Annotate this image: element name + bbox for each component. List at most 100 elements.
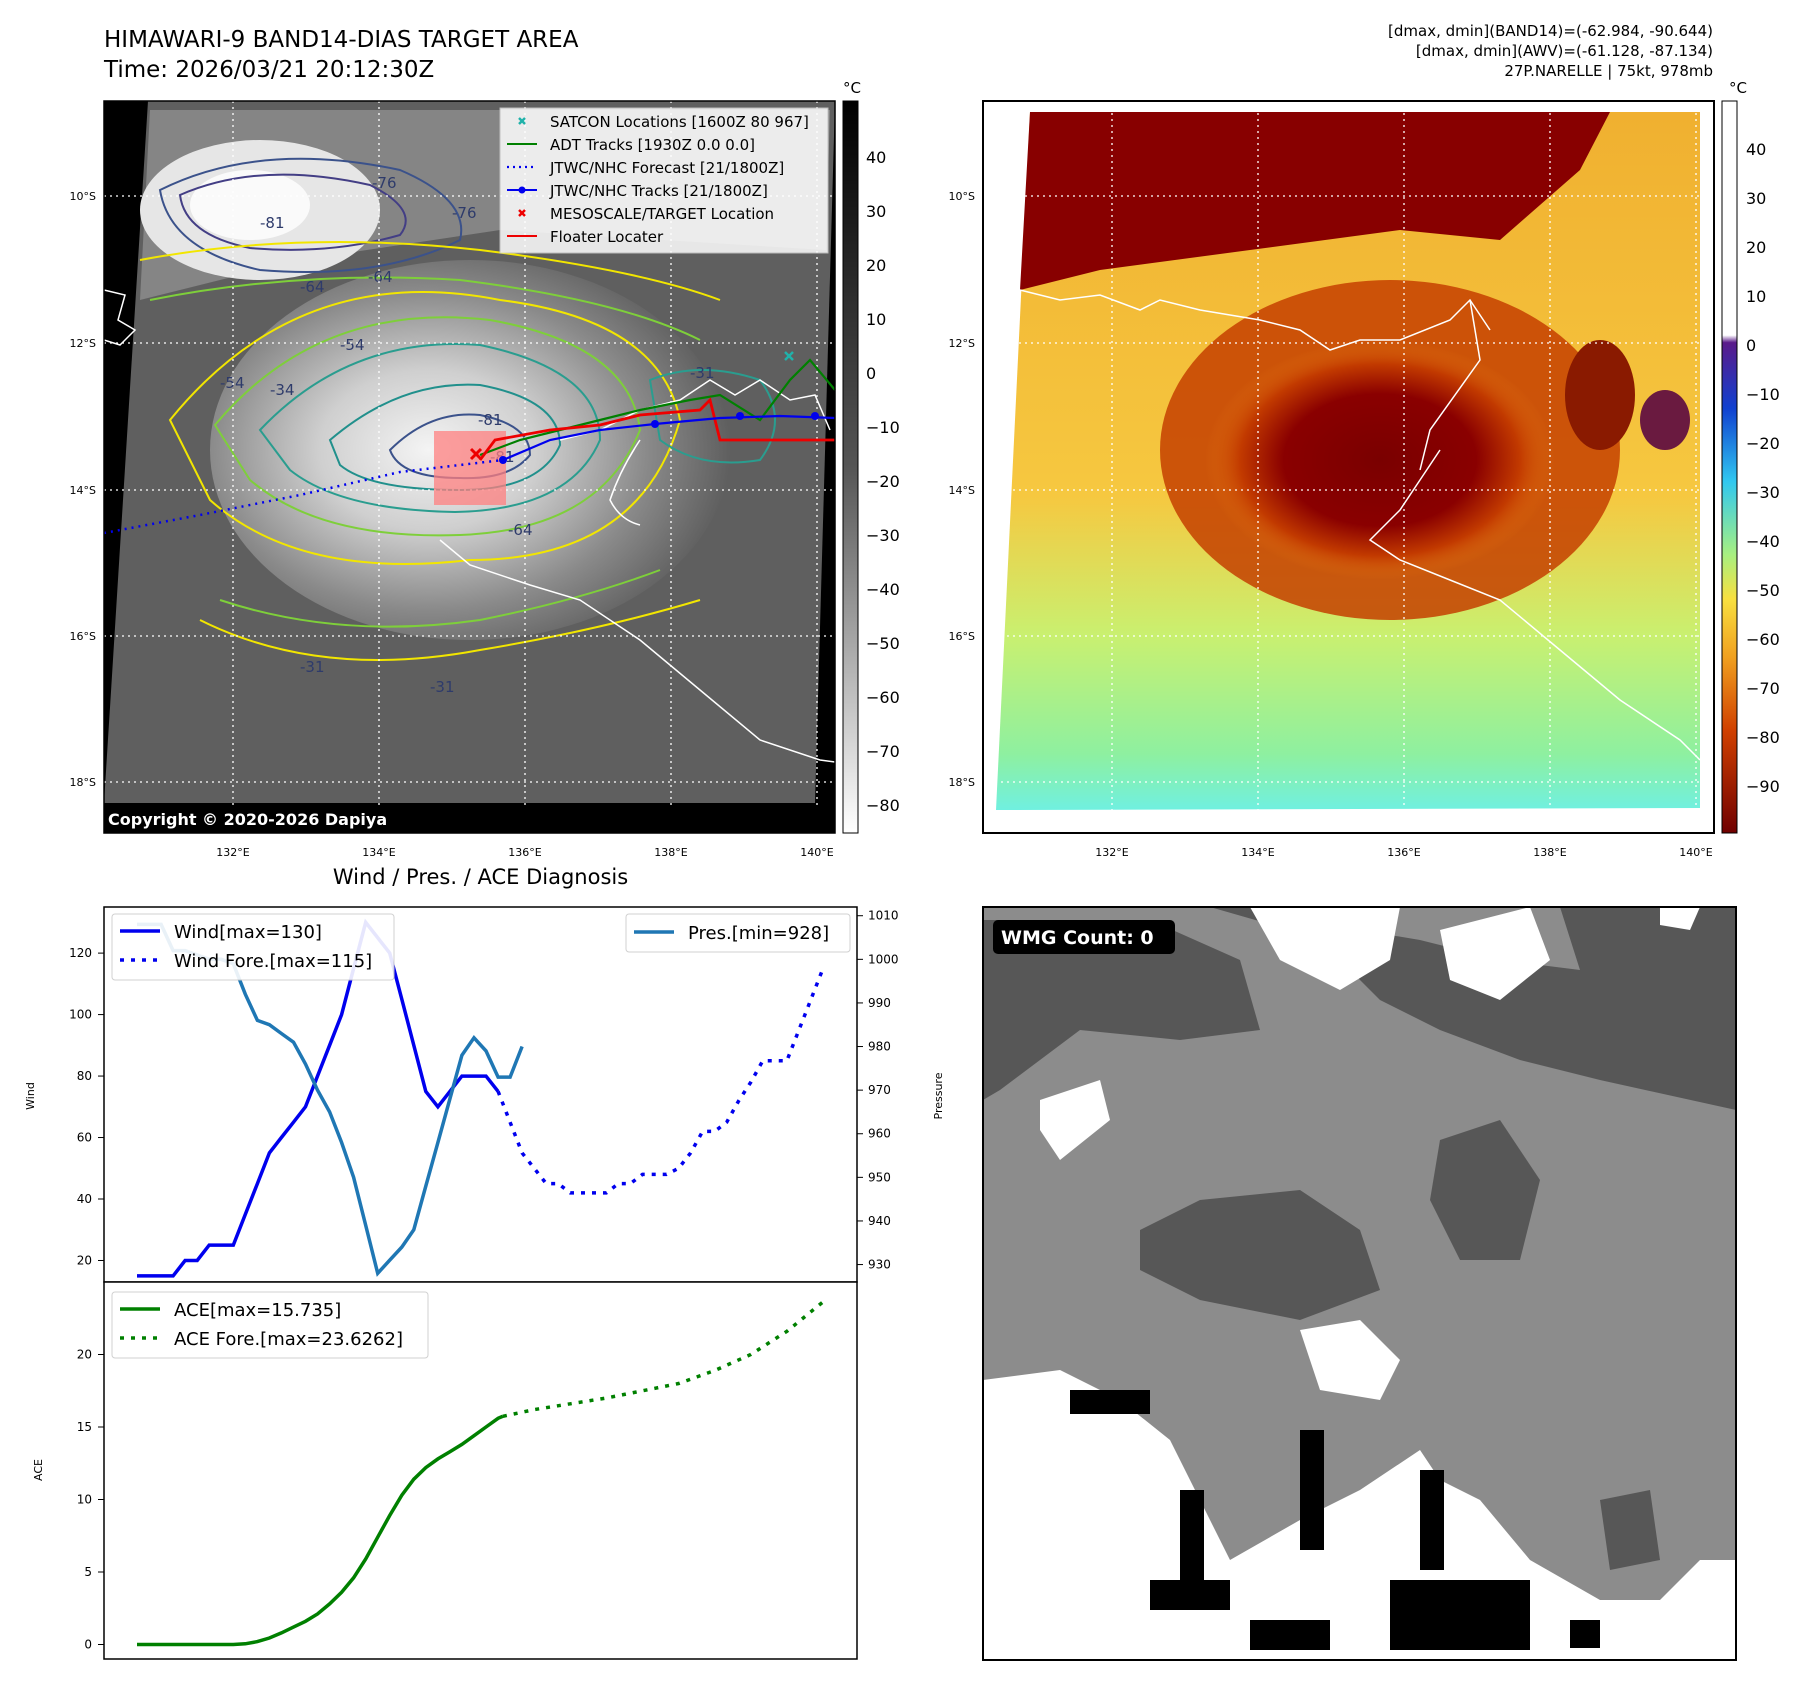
right-colorbar-ticks: 40 30 20 10 0 −10 −20 −30 −40 −50 −60 −7… — [1746, 140, 1780, 796]
adt-track — [479, 358, 836, 457]
pressure-tick-label: 930 — [868, 1258, 891, 1272]
colorbar-tick: 40 — [1746, 140, 1766, 159]
lat-label: 10°S — [70, 190, 96, 203]
satcon-location-marker — [784, 351, 794, 361]
contour-label: -54 — [340, 336, 365, 354]
info-awv-range: [dmax, dmin](AWV)=(-61.128, -87.134) — [1415, 42, 1713, 60]
colorbar-tick: 40 — [866, 148, 886, 167]
copyright-text: Copyright © 2020-2026 Dapiya — [108, 810, 387, 829]
lat-label: 18°S — [70, 776, 96, 789]
east-cell-small — [1640, 390, 1690, 450]
right-coastline — [1019, 289, 1701, 761]
legend-jtwc-tracks: JTWC/NHC Tracks [21/1800Z] — [549, 182, 768, 200]
legend-target-location: MESOSCALE/TARGET Location — [550, 205, 774, 223]
colorbar-tick: 30 — [866, 202, 886, 221]
contour-label: -76 — [372, 174, 397, 192]
contour-label: -64 — [508, 521, 533, 539]
right-lat-lon-grid — [983, 101, 1714, 833]
lon-label: 140°E — [1679, 846, 1712, 859]
left-colorbar-ticks: 40 30 20 10 0 −10 −20 −30 −40 −50 −60 −7… — [866, 148, 900, 815]
colorbar-tick: 0 — [1746, 336, 1756, 355]
colorbar-tick: 20 — [1746, 238, 1766, 257]
ace-tick-label: 10 — [77, 1493, 92, 1507]
colorbar-tick: 10 — [866, 310, 886, 329]
map-legend: SATCON Locations [1600Z 80 967] ADT Trac… — [499, 107, 829, 254]
wmg-count-label: WMG Count: 0 — [1001, 927, 1154, 949]
dry-slot-north — [1020, 112, 1610, 290]
figure-title: HIMAWARI-9 BAND14-DIAS TARGET AREA — [104, 27, 579, 53]
wind-tick-label: 40 — [77, 1192, 92, 1206]
lon-label: 132°E — [1095, 846, 1128, 859]
contour-label: -64 — [300, 278, 325, 296]
right-map-border — [982, 100, 1715, 834]
colorbar-tick: −20 — [866, 472, 900, 491]
pressure-legend: Pres.[min=928] — [625, 913, 851, 953]
contour-label: -64 — [368, 268, 393, 286]
legend-satcon: SATCON Locations [1600Z 80 967] — [550, 113, 809, 131]
info-storm-name: 27P.NARELLE | 75kt, 978mb — [1504, 62, 1713, 80]
contour-label: -31 — [690, 364, 715, 382]
contour-label: -31 — [300, 658, 325, 676]
ace-tick-label: 15 — [77, 1420, 92, 1434]
north-convection-core — [190, 170, 310, 240]
colorbar-tick: −90 — [1746, 777, 1780, 796]
ace-legend: ACE[max=15.735] ACE Fore.[max=23.6262] — [111, 1291, 429, 1359]
lon-label: 132°E — [216, 846, 249, 859]
pressure-tick-label: 990 — [868, 996, 891, 1010]
temperature-contours — [139, 157, 776, 661]
colorbar-tick: −70 — [866, 742, 900, 761]
pressure-axis-label: Pressure — [932, 1072, 945, 1119]
left-colorbar — [842, 100, 859, 834]
contour-label: -34 — [270, 381, 295, 399]
lat-label: 16°S — [949, 630, 975, 643]
contour-label: -81 — [260, 214, 285, 232]
coastline — [103, 289, 836, 763]
colorbar-tick: −60 — [866, 688, 900, 707]
floater-track — [478, 397, 835, 461]
colorbar-tick: −20 — [1746, 434, 1780, 453]
lon-label: 136°E — [1387, 846, 1420, 859]
lon-label: 136°E — [508, 846, 541, 859]
pressure-tick-label: 980 — [868, 1040, 891, 1054]
colorbar-tick: −70 — [1746, 679, 1780, 698]
colorbar-tick: −10 — [866, 418, 900, 437]
ace-tick-label: 0 — [84, 1638, 92, 1652]
ace-chart: 0 5 10 15 20 ACE ACE[max=15.735] ACE Fore.[m… — [32, 1281, 858, 1660]
lon-label: 138°E — [1533, 846, 1566, 859]
diagnosis-title: Wind / Pres. / ACE Diagnosis — [332, 865, 629, 889]
ir-map-left: -76 -76 -81 -64 -54 -64 -54 -34 -31 -81 … — [70, 80, 900, 859]
legend-floater: Floater Locater — [550, 228, 664, 246]
left-map-border — [103, 100, 836, 834]
colorbar-tick: −60 — [1746, 630, 1780, 649]
lat-label: 12°S — [949, 337, 975, 350]
pressure-tick-label: 970 — [868, 1083, 891, 1097]
wmg-count-badge — [993, 920, 1175, 954]
colorbar-tick: −40 — [1746, 532, 1780, 551]
pressure-tick-label: 940 — [868, 1214, 891, 1228]
lat-label: 18°S — [949, 776, 975, 789]
colorbar-tick: −50 — [1746, 581, 1780, 600]
legend-adt: ADT Tracks [1930Z 0.0 0.0] — [550, 136, 755, 154]
wmg-border — [982, 906, 1737, 1661]
wind-tick-label: 20 — [77, 1253, 92, 1267]
info-band14-range: [dmax, dmin](BAND14)=(-62.984, -90.644) — [1388, 22, 1713, 40]
target-location-marker — [469, 447, 483, 461]
series-line — [137, 1414, 504, 1647]
east-cell — [1565, 340, 1635, 450]
ace-tick-label: 20 — [77, 1348, 92, 1362]
contour-label: -31 — [430, 678, 455, 696]
colorbar-tick: −80 — [1746, 728, 1780, 747]
series-line — [496, 967, 825, 1195]
contour-label: -81 — [478, 411, 503, 429]
ace-axis-label: ACE — [32, 1459, 45, 1481]
colorbar-tick: −50 — [866, 634, 900, 653]
legend-ace: ACE[max=15.735] — [174, 1300, 341, 1321]
colorbar-tick: 10 — [1746, 287, 1766, 306]
lon-label: 140°E — [800, 846, 833, 859]
colorbar-tick: 20 — [866, 256, 886, 275]
copyright-bar — [104, 806, 835, 833]
colorbar-tick: 0 — [866, 364, 876, 383]
wind-axis-label: Wind — [24, 1082, 37, 1110]
legend-pressure: Pres.[min=928] — [688, 923, 829, 944]
left-colorbar-unit: °C — [843, 80, 861, 97]
